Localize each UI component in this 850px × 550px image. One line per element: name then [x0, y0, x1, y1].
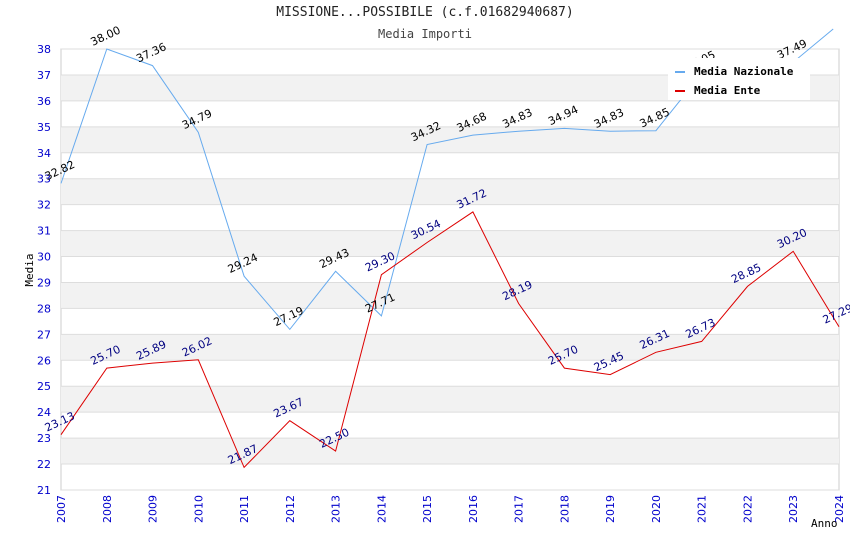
- x-tick-label: 2008: [101, 495, 114, 523]
- y-tick-label: 32: [37, 199, 51, 212]
- y-tick-label: 36: [37, 95, 51, 108]
- x-tick-label: 2016: [467, 495, 480, 523]
- y-tick-label: 21: [37, 484, 51, 497]
- y-tick-label: 30: [37, 251, 51, 264]
- x-tick-label: 2009: [147, 495, 160, 523]
- y-tick-label: 22: [37, 458, 51, 471]
- x-tick-label: 2019: [604, 495, 617, 523]
- x-tick-label: 2022: [741, 495, 754, 523]
- y-tick-label: 33: [37, 173, 51, 186]
- y-tick-label: 34: [37, 147, 51, 160]
- grid-band: [61, 438, 839, 465]
- y-tick-label: 37: [37, 69, 51, 82]
- grid-band: [61, 386, 839, 413]
- x-tick-label: 2011: [238, 495, 251, 523]
- grid-bands: [60, 48, 840, 491]
- legend-label: Media Nazionale: [694, 65, 794, 78]
- y-axis-ticks: 21 22 23 24 25 26 27 28 29 30 31 32 33 34 35 36 37 38: [37, 43, 51, 497]
- x-tick-label: 2018: [558, 495, 571, 523]
- x-tick-label: 2012: [284, 495, 297, 523]
- y-tick-label: 28: [37, 302, 51, 315]
- plot-area: [60, 48, 840, 491]
- y-tick-label: 38: [37, 43, 51, 56]
- y-axis-label: Media: [23, 253, 36, 286]
- x-tick-label: 2020: [650, 495, 663, 523]
- series-line-media-nazionale: [60, 28, 834, 331]
- grid-band: [61, 230, 839, 257]
- x-tick-label: 2023: [787, 495, 800, 523]
- chart-title: MISSIONE...POSSIBILE (c.f.01682940687): [276, 5, 574, 20]
- x-tick-label: 2015: [421, 495, 434, 523]
- y-tick-label: 31: [37, 225, 51, 238]
- series-lines: [60, 28, 840, 469]
- legend: Media Nazionale Media Ente: [668, 58, 810, 100]
- y-tick-label: 26: [37, 354, 51, 367]
- x-axis-ticks: 2007 2008 2009 2010 2011 2012 2013 2014 2015 2016…: [55, 495, 846, 523]
- grid-band: [61, 178, 839, 205]
- series-line-media-ente: [60, 211, 840, 469]
- y-tick-label: 25: [37, 380, 51, 393]
- y-tick-label: 24: [37, 406, 51, 419]
- grid-band: [61, 282, 839, 309]
- chart-subtitle: Media Importi: [378, 27, 472, 41]
- legend-label: Media Ente: [694, 84, 761, 97]
- x-tick-label: 2017: [513, 495, 526, 523]
- legend-box: [668, 58, 810, 100]
- y-tick-label: 29: [37, 276, 51, 289]
- x-tick-label: 2013: [330, 495, 343, 523]
- x-tick-label: 2021: [696, 495, 709, 523]
- y-tick-label: 27: [37, 328, 51, 341]
- data-label: 38.00: [89, 24, 123, 49]
- x-tick-label: 2024: [833, 495, 846, 523]
- y-tick-label: 23: [37, 432, 51, 445]
- x-axis-label: Anno: [811, 517, 838, 530]
- y-tick-label: 35: [37, 121, 51, 134]
- x-tick-label: 2014: [375, 495, 388, 523]
- grid-band: [61, 334, 839, 361]
- x-tick-label: 2010: [192, 495, 205, 523]
- x-tick-label: 2007: [55, 495, 68, 523]
